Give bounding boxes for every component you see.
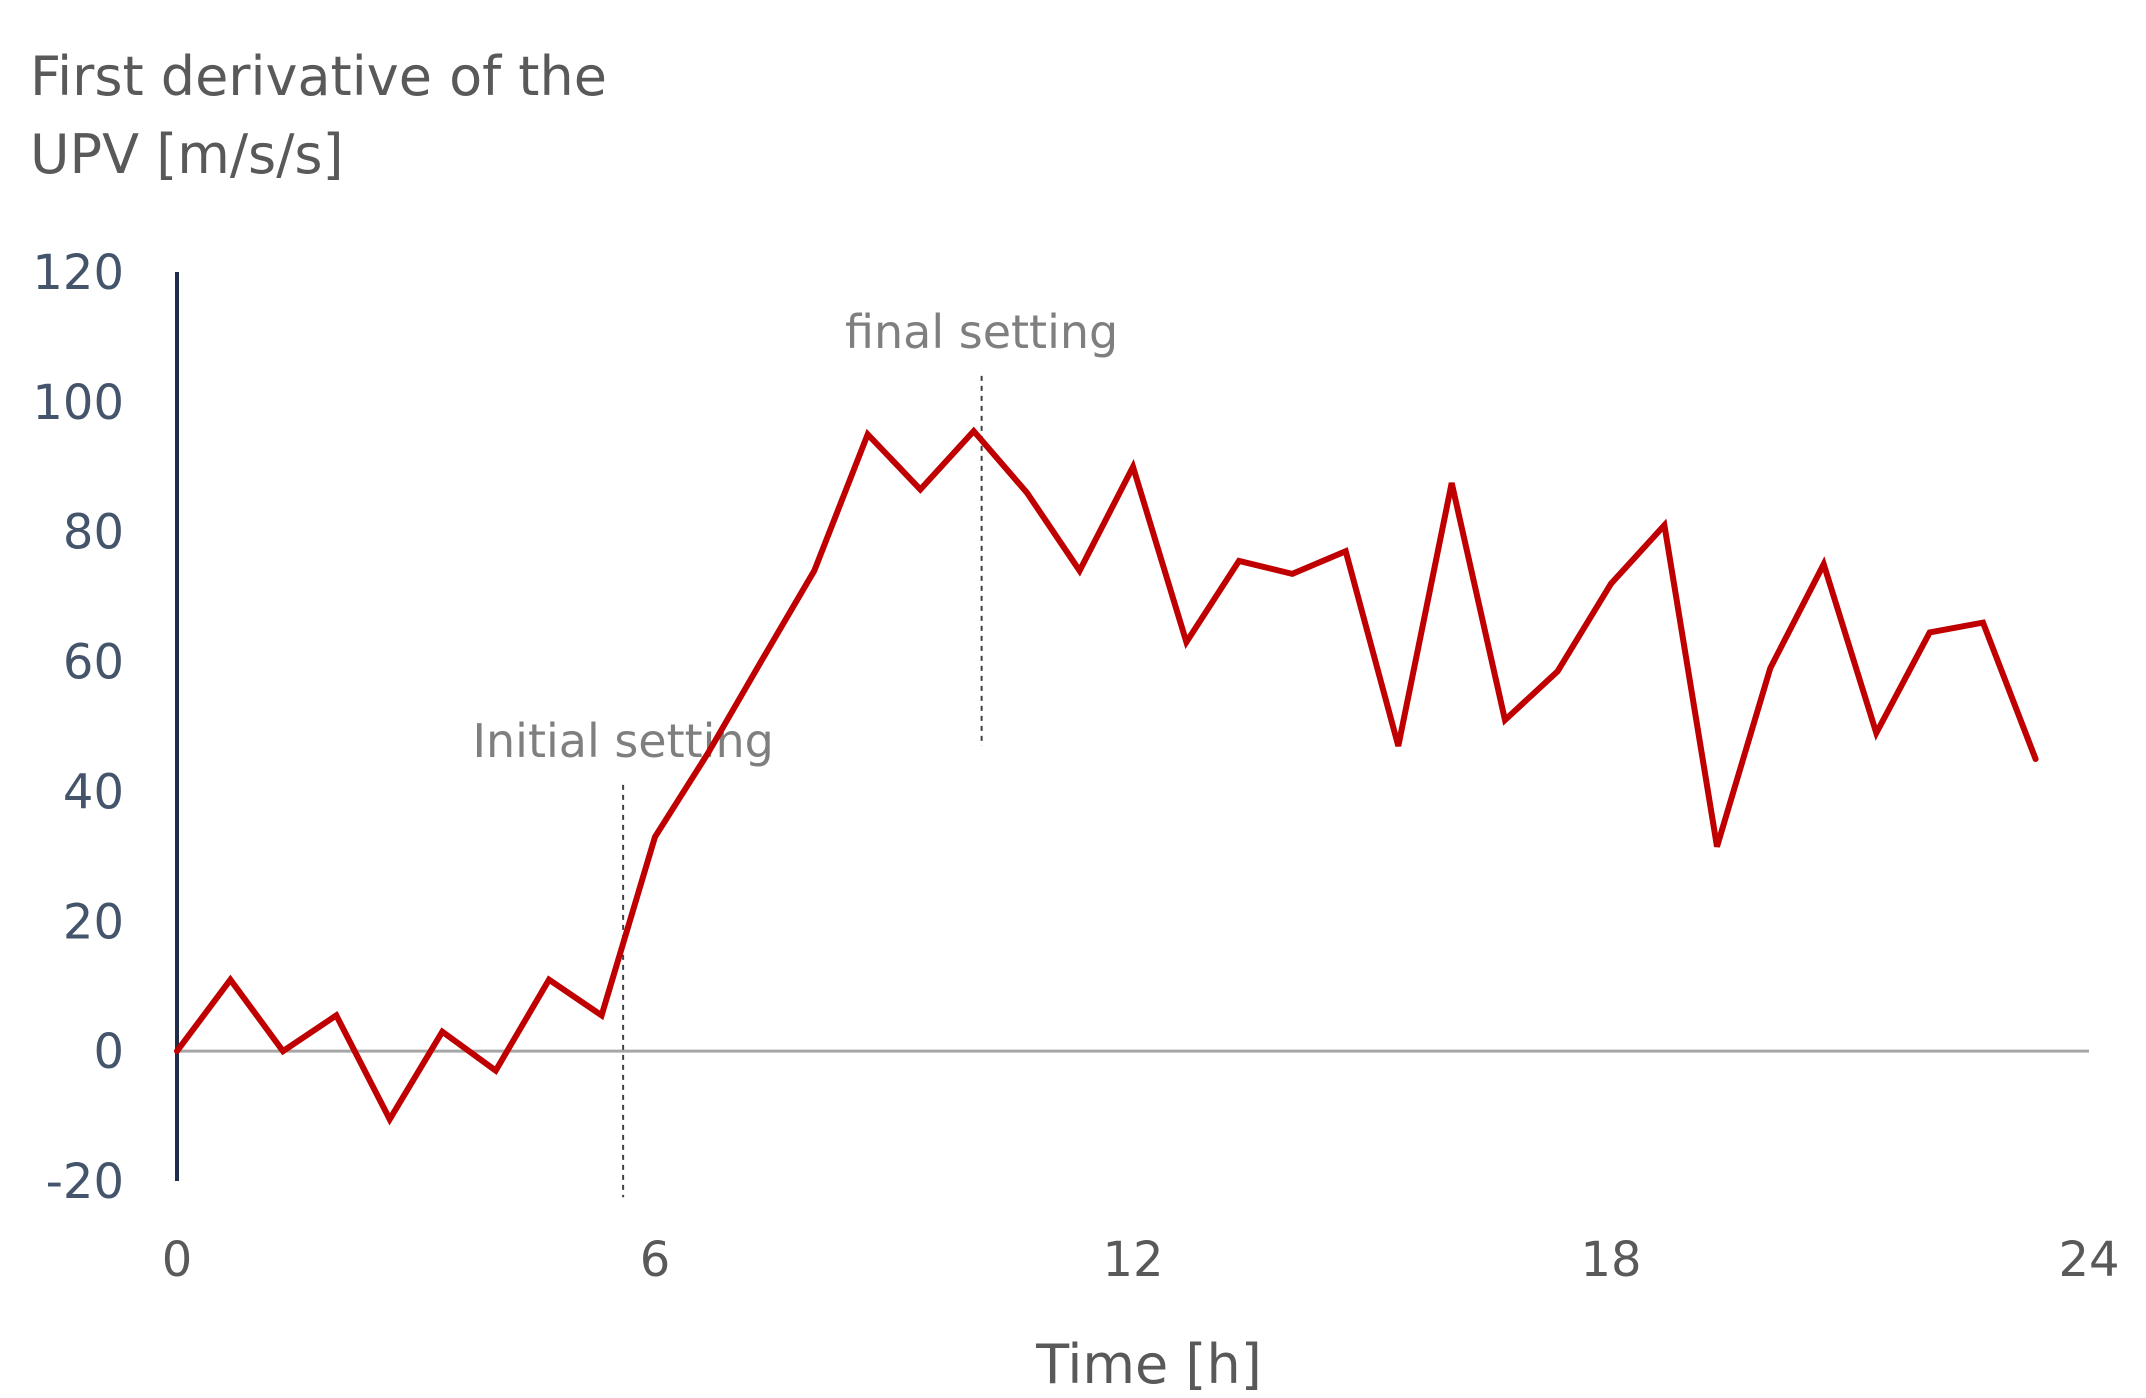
annotation-label: final setting — [845, 305, 1118, 359]
y-tick-label: 60 — [63, 635, 124, 691]
y-tick-label: 100 — [32, 375, 124, 431]
y-tick-labels: -20 0 20 40 60 80 100 120 — [32, 245, 124, 1210]
x-tick-label: 12 — [1102, 1232, 1163, 1288]
y-tick-label: 0 — [93, 1024, 124, 1080]
y-tick-label: 20 — [63, 894, 124, 950]
y-tick-label: 80 — [63, 505, 124, 561]
y-axis-title: First derivative of the UPV [m/s/s] — [30, 38, 830, 194]
x-tick-label: 24 — [2058, 1232, 2119, 1288]
y-axis-title-line-2: UPV [m/s/s] — [30, 123, 344, 186]
y-tick-label: -20 — [46, 1154, 124, 1210]
y-tick-label: 120 — [32, 245, 124, 301]
series-group — [174, 426, 2039, 1126]
x-tick-label: 0 — [162, 1232, 193, 1288]
x-tick-label: 18 — [1580, 1232, 1641, 1288]
x-tick-labels: 0 6 12 18 24 — [162, 1232, 2120, 1288]
x-axis-title: Time [h] — [1035, 1333, 1262, 1396]
y-axis-title-line-1: First derivative of the — [30, 45, 607, 108]
series-line — [174, 426, 2039, 1126]
y-tick-label: 40 — [63, 764, 124, 820]
x-tick-label: 6 — [640, 1232, 671, 1288]
